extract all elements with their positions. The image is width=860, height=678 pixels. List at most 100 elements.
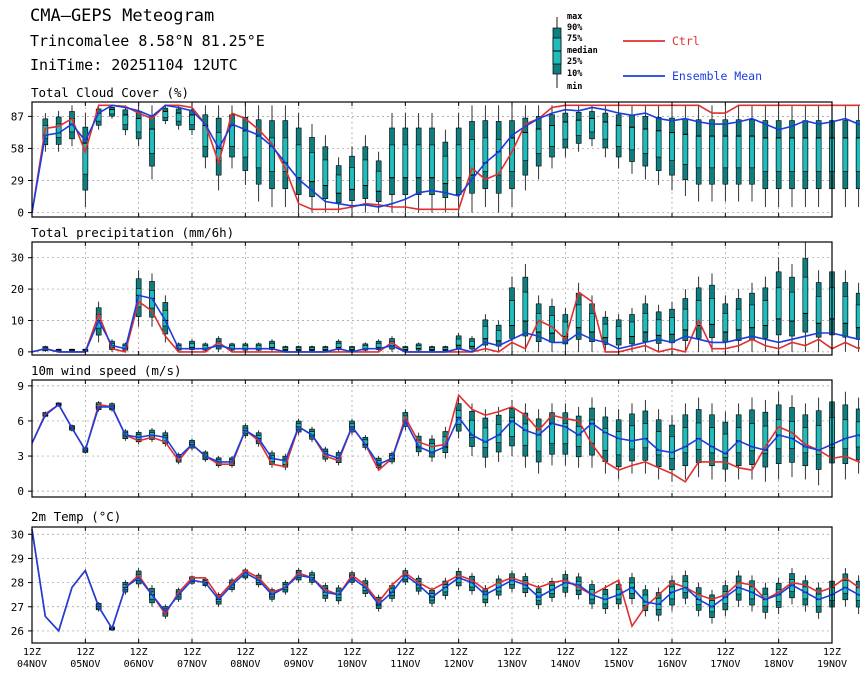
box-25-75 <box>629 425 635 450</box>
panel-3: 26 27 28 29 30 2m Temp (°C) <box>11 509 860 644</box>
x-tick-label-date: 09NOV <box>284 659 314 670</box>
ensemble-box <box>669 415 675 482</box>
box-25-75 <box>455 338 462 346</box>
panel-0: 0 29 58 87 Total Cloud Cover (%) <box>11 85 860 220</box>
ensemble-box <box>522 263 529 352</box>
ensemble-box <box>522 105 529 191</box>
legend-box-label: min <box>567 81 582 92</box>
x-tick-label-date: 05NOV <box>70 659 100 670</box>
legend-box-label: max <box>567 12 582 22</box>
ensemble-box <box>815 582 822 619</box>
box-25-75 <box>469 340 475 347</box>
box-25-75 <box>629 321 635 337</box>
ensemble-box <box>762 582 769 619</box>
y-tick-label: 29 <box>11 175 24 188</box>
x-tick-label-hour: 12Z <box>236 647 254 658</box>
box-25-75 <box>722 313 729 333</box>
ensemble-box <box>429 113 435 213</box>
ensemble-box <box>549 105 555 169</box>
box-25-75 <box>655 319 662 336</box>
panel-title: Total Cloud Cover (%) <box>31 85 189 100</box>
box-25-75 <box>135 118 142 133</box>
ensemble-box <box>189 339 195 352</box>
box-25-75 <box>509 300 515 326</box>
box-25-75 <box>655 130 662 158</box>
ensemble-box <box>429 345 435 352</box>
station-location: Trincomalee 8.58°N 81.25°E <box>30 32 265 50</box>
box-25-75 <box>615 125 622 147</box>
ensemble-box <box>789 263 795 352</box>
box-25-75 <box>642 313 649 333</box>
ensemble-box <box>669 301 675 352</box>
ensemble-box <box>282 105 289 208</box>
box-25-75 <box>189 114 195 126</box>
box-25-75 <box>682 134 689 165</box>
ensemble-box <box>295 113 302 213</box>
ensemble-box <box>415 342 422 352</box>
box-25-75 <box>802 276 809 314</box>
box-25-75 <box>762 137 769 172</box>
box-25-75 <box>789 137 795 172</box>
box-25-75 <box>429 144 435 179</box>
box-25-75 <box>522 423 529 446</box>
panel-2: 0 3 6 9 10m wind speed (m/s) <box>17 363 860 498</box>
box-25-75 <box>335 343 342 348</box>
x-tick-label-hour: 12Z <box>396 647 414 658</box>
x-tick-label-date: 16NOV <box>657 659 687 670</box>
box-25-75 <box>415 144 422 179</box>
ensemble-box <box>509 105 515 208</box>
box-25-75 <box>375 170 382 192</box>
ensemble-box <box>469 336 475 352</box>
box-25-75 <box>669 317 675 335</box>
box-25-75 <box>509 417 515 437</box>
y-tick-label: 0 <box>17 346 24 359</box>
ensemble-box <box>429 434 435 462</box>
box-25-75 <box>322 159 329 186</box>
box-25-75 <box>482 427 489 448</box>
ensemble-box <box>615 314 622 352</box>
box-25-75 <box>575 426 582 447</box>
box-25-75 <box>722 135 729 169</box>
box-25-75 <box>749 304 755 328</box>
ensemble-box <box>629 403 635 474</box>
box-25-75 <box>655 431 662 456</box>
box-25-75 <box>402 144 409 179</box>
ensemble-box <box>389 113 395 213</box>
box-25-75 <box>389 144 395 179</box>
ensemble-mean-line <box>31 104 860 213</box>
box-25-75 <box>629 126 635 151</box>
panel-1: 0 10 20 30 Total precipitation (mm/6h) <box>11 225 860 359</box>
ensemble-box <box>642 585 649 617</box>
box-25-75 <box>242 130 249 158</box>
ensemble-box <box>335 339 342 352</box>
x-tick-label-hour: 12Z <box>76 647 94 658</box>
y-tick-label: 29 <box>11 552 24 565</box>
ensemble-box <box>309 124 315 213</box>
ensemble-box <box>642 105 649 180</box>
ensemble-box <box>482 409 489 468</box>
ensemble-box <box>722 105 729 202</box>
box-25-75 <box>109 109 115 115</box>
ensemble-box <box>815 397 822 486</box>
box-25-75 <box>735 135 742 169</box>
box-25-75 <box>575 304 582 328</box>
ensemble-box <box>669 105 675 191</box>
ctrl-line <box>31 393 860 483</box>
ensemble-box <box>362 135 369 213</box>
box-25-75 <box>722 433 729 458</box>
ensemble-box <box>295 345 302 352</box>
box-25-75 <box>855 304 860 328</box>
ensemble-box <box>109 105 115 119</box>
box-25-75 <box>602 323 609 338</box>
box-25-75 <box>335 174 342 194</box>
ensemble-box <box>842 391 849 480</box>
box-25-75 <box>589 118 595 133</box>
